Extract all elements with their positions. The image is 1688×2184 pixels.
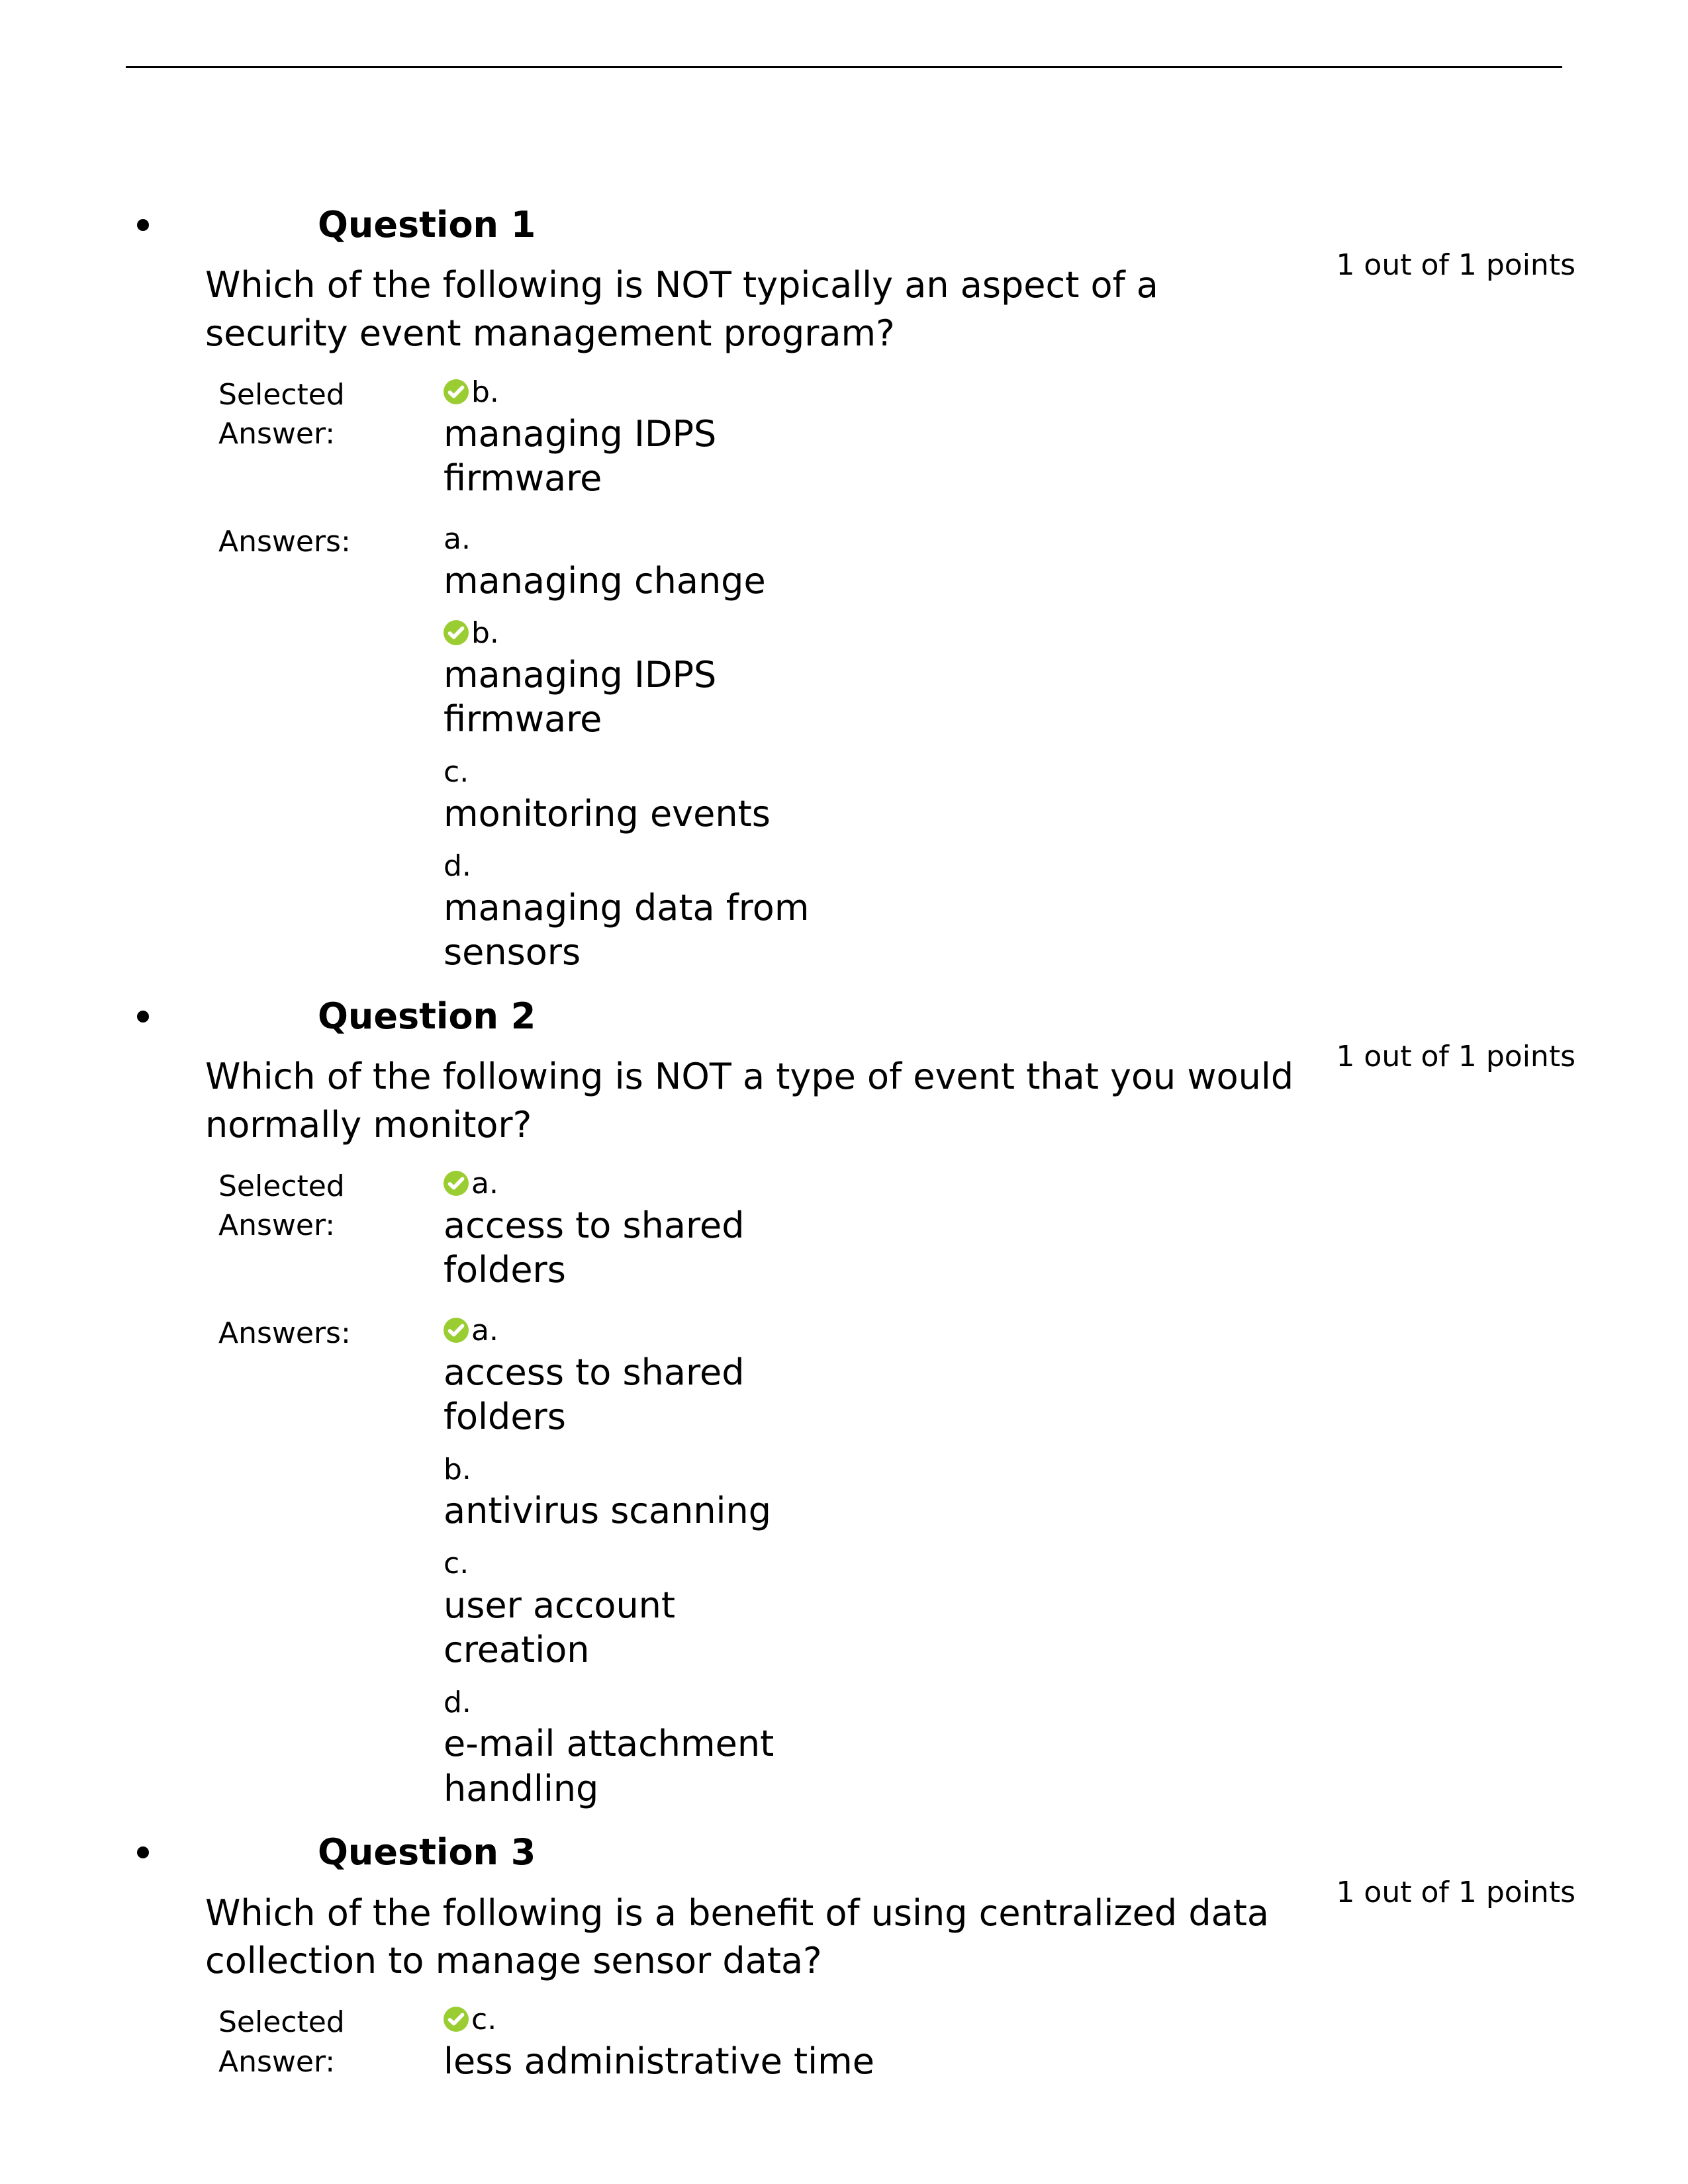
answer-table: Selected Answer: b. managing IDPS firmwa… (218, 371, 814, 992)
check-icon (444, 2007, 469, 2032)
answer-option: a. access to shared folders (444, 1314, 814, 1439)
question-number: Question 1 (318, 204, 536, 246)
answer-option: c. monitoring events (444, 755, 814, 836)
option-text: access to shared folders (444, 1203, 814, 1293)
answers-row: Answers: a. access to shared folders b. … (218, 1310, 814, 1829)
option-text: managing change (444, 559, 814, 604)
page: Question 1 1 out of 1 points Which of th… (0, 0, 1688, 2184)
option-letter: d. (444, 1686, 471, 1719)
answer-option: c. user account creation (444, 1547, 814, 1672)
question-heading-row: Question 2 1 out of 1 points (318, 993, 1562, 1040)
option-text: managing IDPS firmware (444, 653, 814, 742)
check-icon (444, 379, 469, 404)
check-icon (444, 1318, 469, 1343)
question-points: 1 out of 1 points (1336, 1876, 1575, 1909)
question-number: Question 3 (318, 1831, 536, 1873)
option-text: less administrative time (444, 2039, 874, 2084)
answers-label: Answers: (218, 1310, 444, 1829)
answer-option: c. less administrative time (444, 2003, 874, 2083)
answer-option: b. managing IDPS firmware (444, 616, 814, 742)
selected-answer-label: Selected Answer: (218, 1999, 444, 2101)
option-letter: a. (471, 1314, 498, 1347)
question-points: 1 out of 1 points (1336, 248, 1575, 282)
option-text: access to shared folders (444, 1350, 814, 1439)
answer-option: d. e-mail attachment handling (444, 1686, 814, 1811)
selected-answer-value: b. managing IDPS firmware (444, 371, 814, 518)
question-item: Question 3 1 out of 1 points Which of th… (165, 1828, 1562, 2101)
option-text: e-mail attachment handling (444, 1721, 814, 1811)
answers-value: a. access to shared folders b. antivirus… (444, 1310, 814, 1829)
answers-label: Answers: (218, 518, 444, 992)
selected-answer-row: Selected Answer: a. access to shared fol… (218, 1163, 814, 1310)
option-letter: b. (471, 616, 499, 650)
option-text: managing IDPS firmware (444, 412, 814, 501)
answer-table: Selected Answer: c. less administrative … (218, 1999, 874, 2101)
answer-option: b. managing IDPS firmware (444, 375, 814, 501)
question-points: 1 out of 1 points (1336, 1040, 1575, 1073)
question-stem: Which of the following is NOT a type of … (205, 1053, 1297, 1150)
question-body: Which of the following is a benefit of u… (205, 1889, 1562, 2101)
question-stem: Which of the following is a benefit of u… (205, 1889, 1297, 1986)
option-letter: c. (444, 1547, 469, 1580)
option-letter: c. (444, 755, 469, 789)
option-letter: c. (471, 2003, 496, 2036)
check-icon (444, 620, 469, 645)
selected-answer-label: Selected Answer: (218, 1163, 444, 1310)
question-item: Question 2 1 out of 1 points Which of th… (165, 992, 1562, 1828)
option-letter: a. (444, 522, 471, 556)
top-rule (126, 66, 1562, 68)
answer-option: a. access to shared folders (444, 1167, 814, 1293)
question-body: Which of the following is NOT a type of … (205, 1053, 1562, 1828)
question-list: Question 1 1 out of 1 points Which of th… (126, 201, 1562, 2101)
question-item: Question 1 1 out of 1 points Which of th… (165, 201, 1562, 992)
option-text: monitoring events (444, 792, 814, 837)
option-letter: a. (471, 1167, 498, 1201)
option-text: managing data from sensors (444, 886, 814, 975)
check-icon (444, 1171, 469, 1196)
answer-table: Selected Answer: a. access to shared fol… (218, 1163, 814, 1828)
answer-option: b. antivirus scanning (444, 1453, 814, 1533)
answers-row: Answers: a. managing change b. managing … (218, 518, 814, 992)
answer-option: a. managing change (444, 522, 814, 603)
option-letter: b. (471, 375, 499, 409)
question-number: Question 2 (318, 995, 536, 1037)
answer-option: d. managing data from sensors (444, 849, 814, 975)
option-letter: b. (444, 1453, 471, 1486)
selected-answer-value: c. less administrative time (444, 1999, 874, 2101)
selected-answer-label: Selected Answer: (218, 371, 444, 518)
answers-value: a. managing change b. managing IDPS firm… (444, 518, 814, 992)
selected-answer-row: Selected Answer: c. less administrative … (218, 1999, 874, 2101)
question-heading-row: Question 1 1 out of 1 points (318, 202, 1562, 248)
question-heading-row: Question 3 1 out of 1 points (318, 1829, 1562, 1876)
option-letter: d. (444, 849, 471, 883)
option-text: user account creation (444, 1583, 814, 1672)
question-body: Which of the following is NOT typically … (205, 261, 1562, 992)
question-stem: Which of the following is NOT typically … (205, 261, 1297, 358)
selected-answer-value: a. access to shared folders (444, 1163, 814, 1310)
selected-answer-row: Selected Answer: b. managing IDPS firmwa… (218, 371, 814, 518)
option-text: antivirus scanning (444, 1488, 814, 1533)
